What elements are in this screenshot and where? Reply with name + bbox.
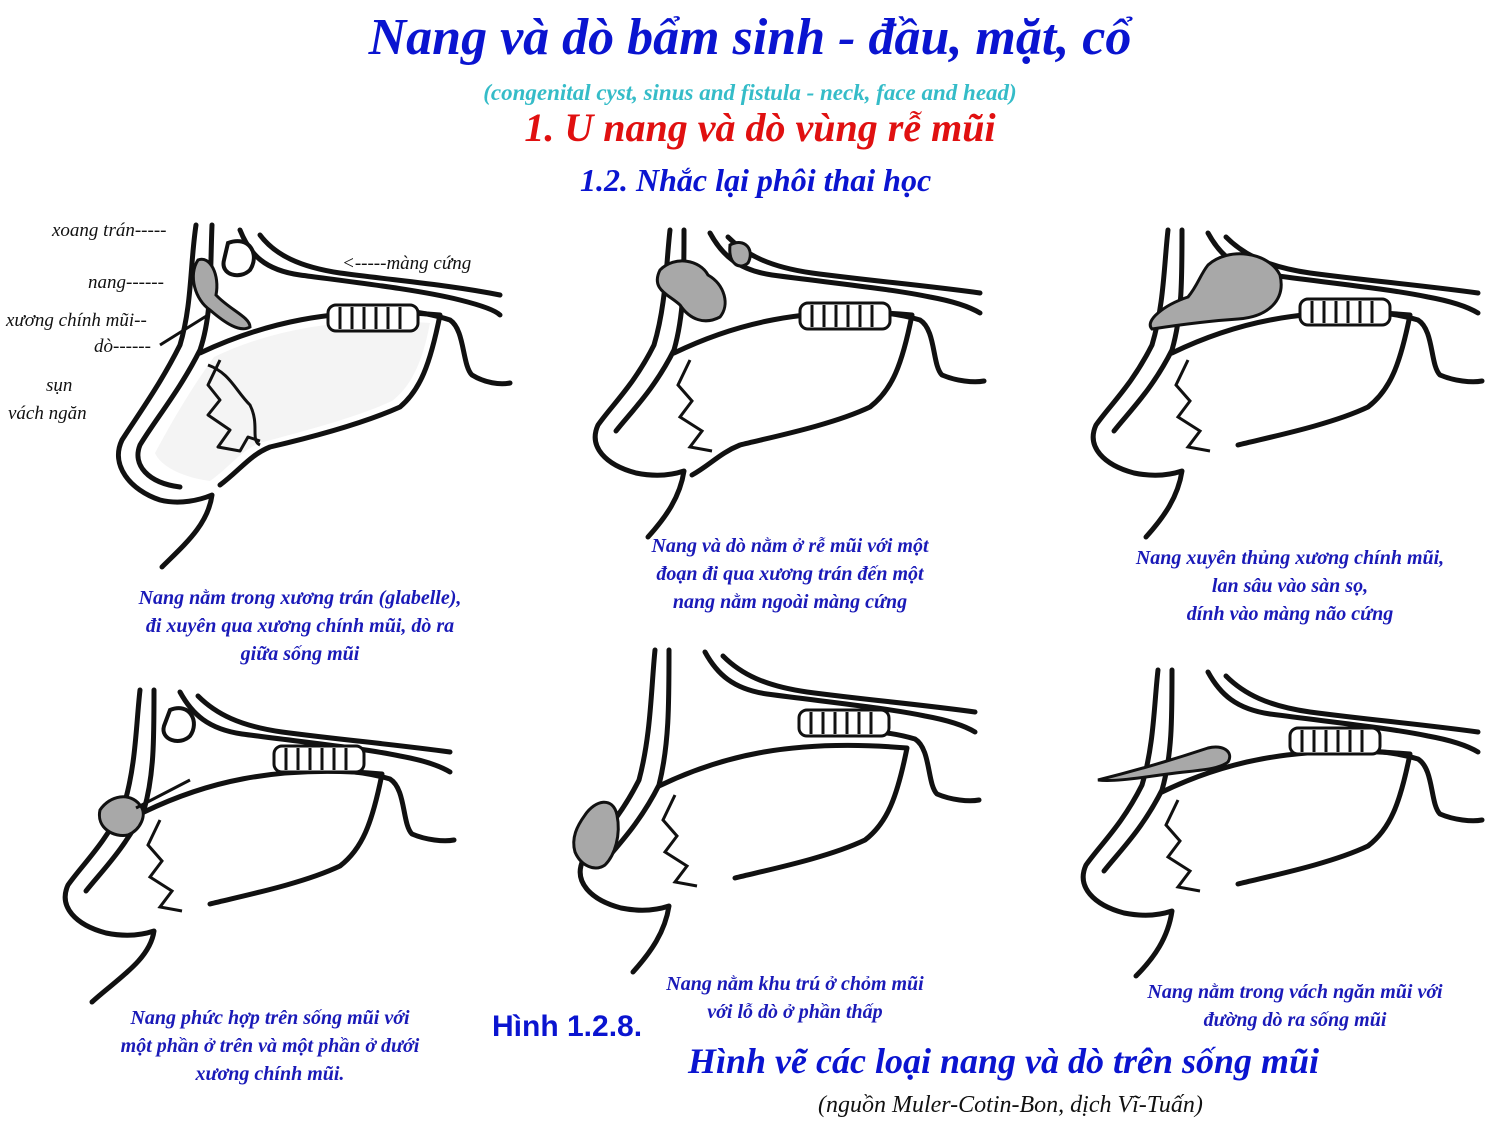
caption-4: Nang phức hợp trên sống mũi với một phần…	[120, 1007, 420, 1085]
figure-number: Hình 1.2.8.	[492, 1010, 643, 1043]
label-nang: nang------	[88, 272, 164, 293]
caption-6: Nang nằm trong vách ngăn mũi với đường d…	[1147, 981, 1443, 1031]
diagram-panel-3	[1090, 227, 1485, 540]
section-heading: 1. U nang và dò vùng rễ mũi	[524, 105, 996, 150]
page-title: Nang và dò bẩm sinh - đầu, mặt, cổ	[368, 9, 1132, 66]
caption-3: Nang xuyên thủng xương chính mũi, lan sâ…	[1135, 547, 1445, 625]
label-do: dò------	[94, 336, 151, 357]
cyst-shape	[1097, 745, 1232, 783]
figure-source: (nguồn Muler-Cotin-Bon, dịch Vĩ-Tuấn)	[818, 1092, 1203, 1118]
caption-2: Nang và dò nằm ở rễ mũi với một đoạn đi …	[651, 535, 929, 613]
diagram-panel-1	[115, 222, 513, 570]
cyst-shape	[97, 795, 145, 838]
diagram-panel-4	[62, 687, 457, 1005]
diagram-panel-5	[572, 647, 982, 975]
diagram-panel-6	[1080, 667, 1485, 979]
figure-title: Hình vẽ các loại nang và dò trên sống mũ…	[688, 1041, 1320, 1081]
cyst-shape	[656, 259, 727, 323]
label-vach-ngan: vách ngăn	[8, 403, 87, 424]
cyst-shape	[572, 800, 620, 870]
label-sun: sụn	[46, 375, 73, 396]
label-mang-cung: <-----màng cứng	[342, 253, 472, 274]
subsection-heading: 1.2. Nhắc lại phôi thai học	[580, 162, 932, 198]
caption-1: Nang nằm trong xương trán (glabelle), đi…	[138, 587, 462, 665]
cyst-shape	[1148, 252, 1283, 331]
page-subtitle: (congenital cyst, sinus and fistula - ne…	[483, 80, 1017, 105]
label-xuong-chinh-mui: xương chính mũi--	[6, 310, 147, 331]
cyst-shape	[191, 257, 252, 331]
label-xoang-tran: xoang trán-----	[52, 220, 167, 241]
diagram-panel-2	[592, 227, 987, 540]
caption-5: Nang nằm khu trú ở chỏm mũi với lỗ dò ở …	[666, 973, 924, 1023]
